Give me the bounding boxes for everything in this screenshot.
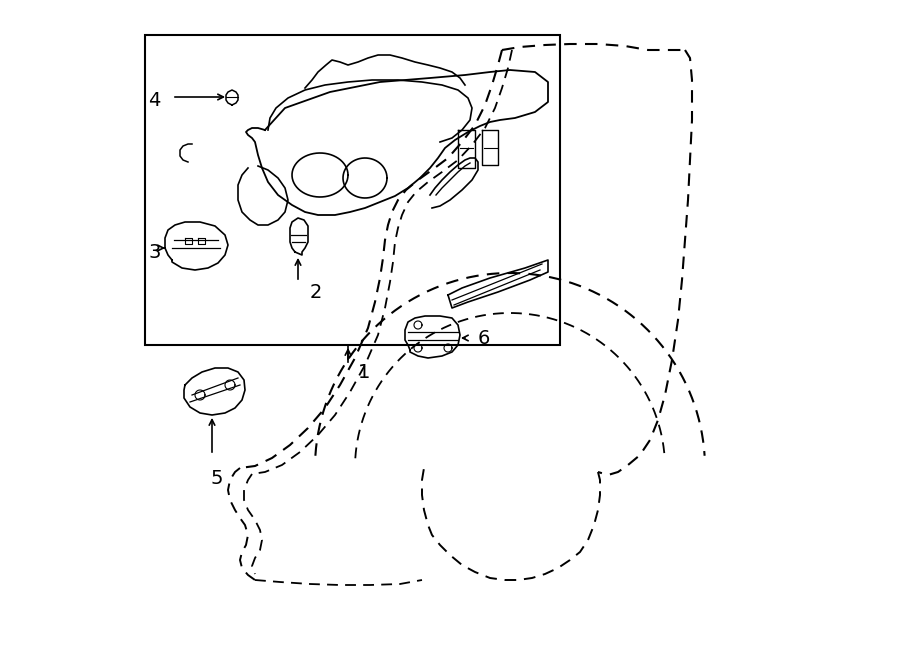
Text: 3: 3 (148, 243, 160, 262)
Text: 5: 5 (210, 469, 222, 488)
Text: 6: 6 (478, 329, 491, 348)
Text: 1: 1 (358, 362, 371, 381)
Text: 4: 4 (148, 91, 160, 110)
Text: 2: 2 (310, 282, 322, 301)
Bar (145, 35, 560, 345)
